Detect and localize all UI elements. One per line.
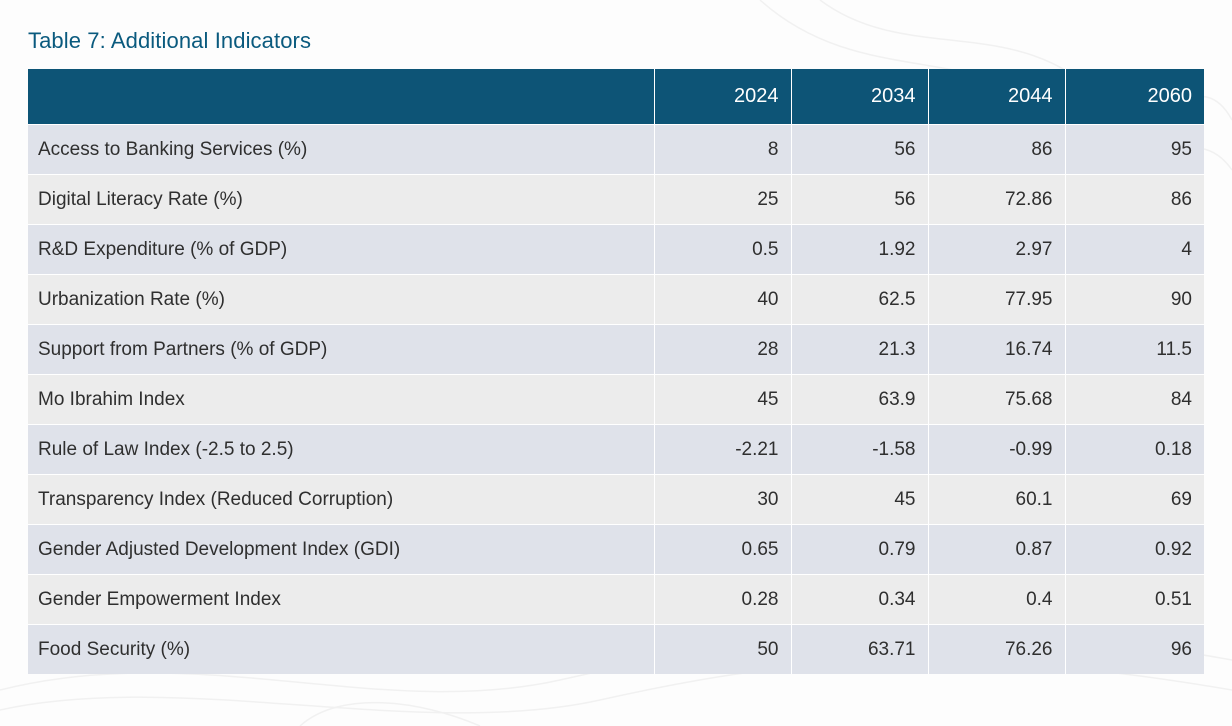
indicator-value: 90 bbox=[1065, 274, 1204, 325]
indicator-value: 45 bbox=[654, 374, 792, 425]
indicator-value: 86 bbox=[1065, 174, 1204, 225]
indicator-value: 60.1 bbox=[928, 474, 1066, 525]
table-row: Transparency Index (Reduced Corruption) … bbox=[28, 474, 1204, 525]
indicator-value: -0.99 bbox=[928, 424, 1066, 475]
indicators-table: 2024 2034 2044 2060 Access to Banking Se… bbox=[28, 69, 1204, 674]
table-row: Mo Ibrahim Index 45 63.9 75.68 84 bbox=[28, 374, 1204, 425]
indicator-value: 0.51 bbox=[1065, 574, 1204, 625]
indicator-label: Gender Empowerment Index bbox=[28, 574, 655, 625]
indicator-label: Digital Literacy Rate (%) bbox=[28, 174, 655, 225]
indicator-value: 75.68 bbox=[928, 374, 1066, 425]
table-row: R&D Expenditure (% of GDP) 0.5 1.92 2.97… bbox=[28, 224, 1204, 275]
indicator-value: 50 bbox=[654, 624, 792, 674]
table-row: Support from Partners (% of GDP) 28 21.3… bbox=[28, 324, 1204, 375]
indicator-value: 21.3 bbox=[791, 324, 929, 375]
indicator-value: 25 bbox=[654, 174, 792, 225]
table-row: Rule of Law Index (-2.5 to 2.5) -2.21 -1… bbox=[28, 424, 1204, 475]
indicator-value: 63.9 bbox=[791, 374, 929, 425]
indicator-value: 63.71 bbox=[791, 624, 929, 674]
header-year-cell: 2044 bbox=[928, 69, 1066, 125]
indicator-value: 28 bbox=[654, 324, 792, 375]
indicator-value: 69 bbox=[1065, 474, 1204, 525]
indicator-value: 95 bbox=[1065, 124, 1204, 175]
table-title: Table 7: Additional Indicators bbox=[28, 28, 312, 53]
indicator-value: -1.58 bbox=[791, 424, 929, 475]
indicator-label: Transparency Index (Reduced Corruption) bbox=[28, 474, 655, 525]
indicator-label: Mo Ibrahim Index bbox=[28, 374, 655, 425]
indicator-value: 0.79 bbox=[791, 524, 929, 575]
indicator-value: 56 bbox=[791, 174, 929, 225]
table-row: Gender Adjusted Development Index (GDI) … bbox=[28, 524, 1204, 575]
table-row: Food Security (%) 50 63.71 76.26 96 bbox=[28, 624, 1204, 674]
table-header-row: 2024 2034 2044 2060 bbox=[28, 69, 1204, 125]
indicator-value: 0.92 bbox=[1065, 524, 1204, 575]
indicator-value: 40 bbox=[654, 274, 792, 325]
indicator-value: 84 bbox=[1065, 374, 1204, 425]
table-row: Access to Banking Services (%) 8 56 86 9… bbox=[28, 124, 1204, 175]
indicator-value: 2.97 bbox=[928, 224, 1066, 275]
indicator-value: -2.21 bbox=[654, 424, 792, 475]
table-row: Urbanization Rate (%) 40 62.5 77.95 90 bbox=[28, 274, 1204, 325]
indicator-value: 0.4 bbox=[928, 574, 1066, 625]
indicator-label: R&D Expenditure (% of GDP) bbox=[28, 224, 655, 275]
header-year-cell: 2034 bbox=[791, 69, 929, 125]
indicator-value: 96 bbox=[1065, 624, 1204, 674]
indicator-value: 72.86 bbox=[928, 174, 1066, 225]
indicator-label: Gender Adjusted Development Index (GDI) bbox=[28, 524, 655, 575]
header-year-cell: 2060 bbox=[1065, 69, 1204, 125]
indicator-value: 0.87 bbox=[928, 524, 1066, 575]
indicator-value: 11.5 bbox=[1065, 324, 1204, 375]
header-label-cell bbox=[28, 69, 655, 125]
indicator-value: 0.65 bbox=[654, 524, 792, 575]
indicator-value: 56 bbox=[791, 124, 929, 175]
table-row: Digital Literacy Rate (%) 25 56 72.86 86 bbox=[28, 174, 1204, 225]
indicator-value: 0.34 bbox=[791, 574, 929, 625]
indicator-label: Support from Partners (% of GDP) bbox=[28, 324, 655, 375]
indicator-value: 4 bbox=[1065, 224, 1204, 275]
indicator-value: 8 bbox=[654, 124, 792, 175]
indicator-label: Food Security (%) bbox=[28, 624, 655, 674]
indicator-value: 77.95 bbox=[928, 274, 1066, 325]
indicator-value: 45 bbox=[791, 474, 929, 525]
indicator-value: 0.18 bbox=[1065, 424, 1204, 475]
indicator-label: Access to Banking Services (%) bbox=[28, 124, 655, 175]
indicator-value: 30 bbox=[654, 474, 792, 525]
indicator-value: 0.5 bbox=[654, 224, 792, 275]
indicator-value: 16.74 bbox=[928, 324, 1066, 375]
table-row: Gender Empowerment Index 0.28 0.34 0.4 0… bbox=[28, 574, 1204, 625]
indicator-value: 86 bbox=[928, 124, 1066, 175]
indicator-label: Rule of Law Index (-2.5 to 2.5) bbox=[28, 424, 655, 475]
indicator-label: Urbanization Rate (%) bbox=[28, 274, 655, 325]
header-year-cell: 2024 bbox=[654, 69, 792, 125]
indicator-value: 62.5 bbox=[791, 274, 929, 325]
indicator-value: 76.26 bbox=[928, 624, 1066, 674]
indicator-value: 0.28 bbox=[654, 574, 792, 625]
indicator-value: 1.92 bbox=[791, 224, 929, 275]
